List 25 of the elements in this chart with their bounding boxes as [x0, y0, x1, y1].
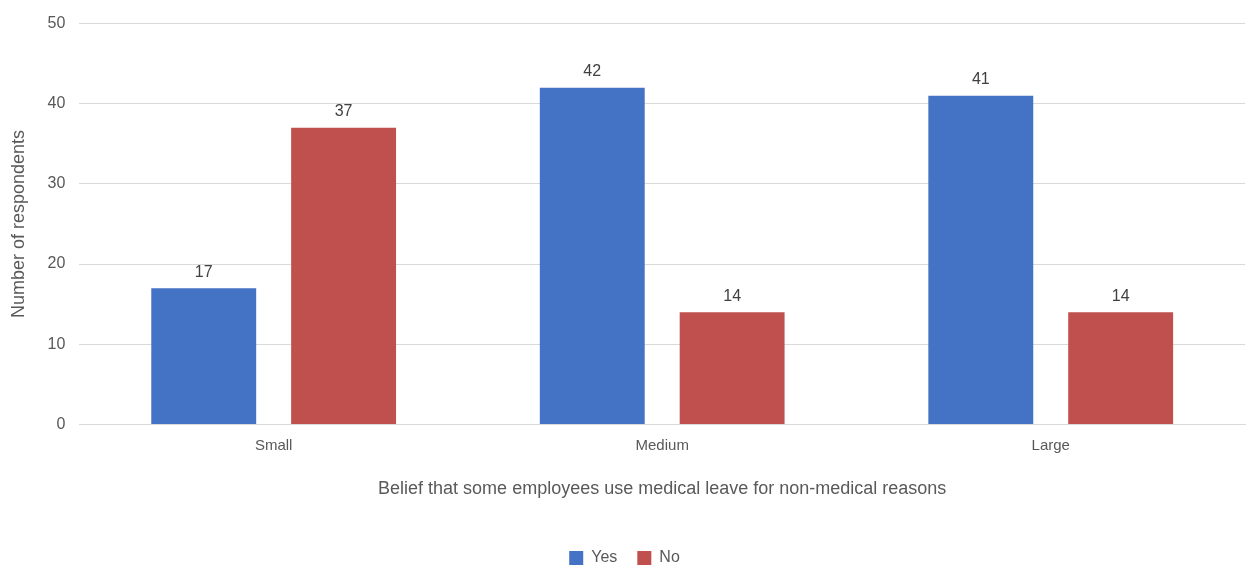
y-tick-label: 10 [47, 334, 66, 352]
bar [151, 288, 257, 424]
bar [928, 95, 1034, 424]
y-axis-title: Number of respondents [7, 129, 28, 319]
bar [679, 312, 785, 424]
bar [1068, 312, 1174, 424]
data-label: 17 [194, 262, 213, 280]
y-tick-label: 50 [47, 14, 66, 32]
y-tick-label: 0 [56, 414, 66, 432]
x-tick-label: Small [254, 435, 293, 453]
data-label: 14 [1111, 286, 1130, 304]
data-label: 42 [583, 62, 602, 80]
x-axis-title: Belief that some employees use medical leave for non-medical reasons [378, 478, 947, 499]
bar [291, 127, 397, 424]
legend-label: Yes [591, 548, 618, 566]
x-tick-label: Medium [635, 435, 689, 453]
y-tick-label: 40 [47, 94, 66, 112]
legend-label: No [659, 548, 680, 566]
data-label: 14 [723, 286, 742, 304]
y-tick-label: 30 [47, 174, 66, 192]
data-label: 41 [971, 70, 990, 88]
y-tick-label: 20 [47, 254, 66, 272]
bar [539, 87, 645, 424]
x-tick-label: Large [1031, 435, 1070, 453]
data-label: 37 [334, 102, 353, 120]
